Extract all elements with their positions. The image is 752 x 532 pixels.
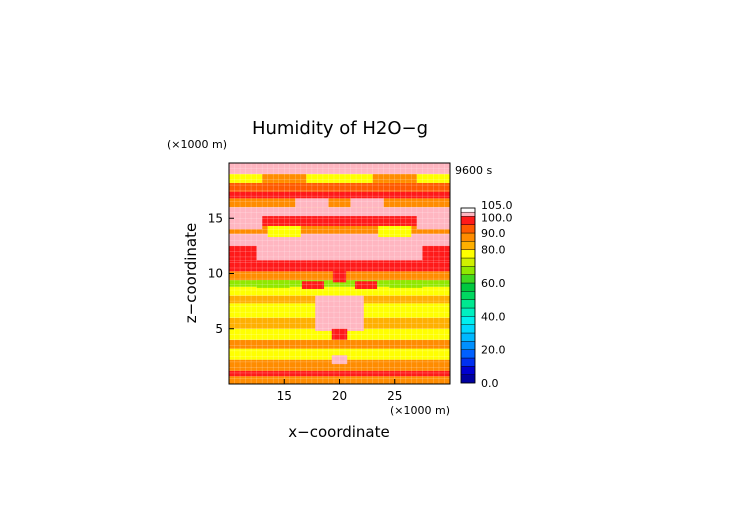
colorbar-level [460, 274, 476, 284]
field-band [229, 174, 450, 183]
colorbar-tick-label: 100.0 [481, 211, 513, 224]
field-patch [229, 245, 257, 261]
field-band [229, 198, 450, 208]
colorbar-level [460, 366, 476, 375]
colorbar-tick-label: 105.0 [481, 199, 513, 212]
chart-title: Humidity of H2O−g [252, 118, 428, 139]
field-patch [389, 280, 423, 288]
field-band [229, 359, 450, 371]
colorbar-level [460, 249, 476, 259]
colorbar-level [460, 307, 476, 317]
field-patch [350, 198, 384, 208]
field-band [229, 370, 450, 377]
y-axis-label: z−coordinate [182, 223, 200, 323]
field-patch [378, 225, 412, 238]
colorbar-level [460, 324, 476, 334]
y-unit-label: (×1000 m) [167, 138, 227, 151]
x-tick-label: 25 [387, 389, 402, 403]
field-patch [295, 198, 329, 208]
field-patch [301, 281, 325, 289]
colorbar-level [460, 207, 476, 213]
colorbar-tick-label: 20.0 [481, 344, 506, 357]
field-patch [267, 225, 301, 238]
colorbar-level [460, 332, 476, 342]
field-patch [315, 295, 364, 331]
field-band [229, 216, 450, 226]
field-patch [354, 281, 378, 289]
colorbar-level [460, 357, 476, 367]
colorbar-level [460, 349, 476, 359]
y-tick-label: 5 [215, 322, 223, 336]
field-band [229, 280, 450, 287]
x-tick-label: 15 [277, 389, 292, 403]
field-band [229, 260, 450, 272]
field-patch [229, 214, 263, 230]
field-patch [416, 214, 450, 230]
colorbar-tick-label: 60.0 [481, 277, 506, 290]
field-band [229, 225, 450, 234]
plot-grid [228, 162, 451, 385]
field-band [229, 182, 450, 192]
x-tick-label: 20 [332, 389, 347, 403]
colorbar-level [460, 282, 476, 292]
colorbar-level [460, 316, 476, 325]
field-patch [331, 328, 348, 340]
y-tick-label: 10 [208, 267, 223, 281]
colorbar-tick-label: 90.0 [481, 227, 506, 240]
colorbar-frame [460, 207, 476, 384]
field-patch [422, 245, 450, 261]
x-axis: 15 20 25 [277, 379, 402, 403]
colorbar-level [460, 299, 476, 309]
colorbar-level [460, 216, 476, 225]
field-patch [331, 355, 348, 365]
humidity-field [229, 163, 450, 384]
y-tick-label: 15 [208, 211, 223, 225]
colorbar-level [460, 241, 476, 250]
x-unit-label: (×1000 m) [390, 404, 450, 417]
y-axis: 5 10 15 [208, 211, 234, 336]
field-patch [332, 267, 347, 283]
field-patch [256, 280, 290, 288]
colorbar-level [460, 374, 476, 384]
field-patch [372, 174, 417, 183]
field-band [229, 286, 450, 296]
colorbar-level [460, 211, 476, 217]
field-band [229, 339, 450, 349]
field-band [229, 163, 450, 175]
field-band [229, 233, 450, 261]
colorbar-level [460, 266, 476, 275]
colorbar-tick-label: 40.0 [481, 310, 506, 323]
field-patch [262, 174, 307, 183]
field-band [229, 191, 450, 199]
colorbar-level [460, 257, 476, 267]
colorbar-tick-label: 0.0 [481, 377, 499, 390]
colorbar-level [460, 224, 476, 234]
field-band [229, 348, 450, 360]
colorbar-level [460, 232, 476, 242]
time-label: 9600 s [455, 164, 492, 177]
colorbar-level [460, 341, 476, 350]
field-band [229, 207, 450, 217]
colorbar-level [460, 291, 476, 300]
colorbar-tick-label: 80.0 [481, 244, 506, 257]
x-axis-label: x−coordinate [288, 423, 389, 441]
